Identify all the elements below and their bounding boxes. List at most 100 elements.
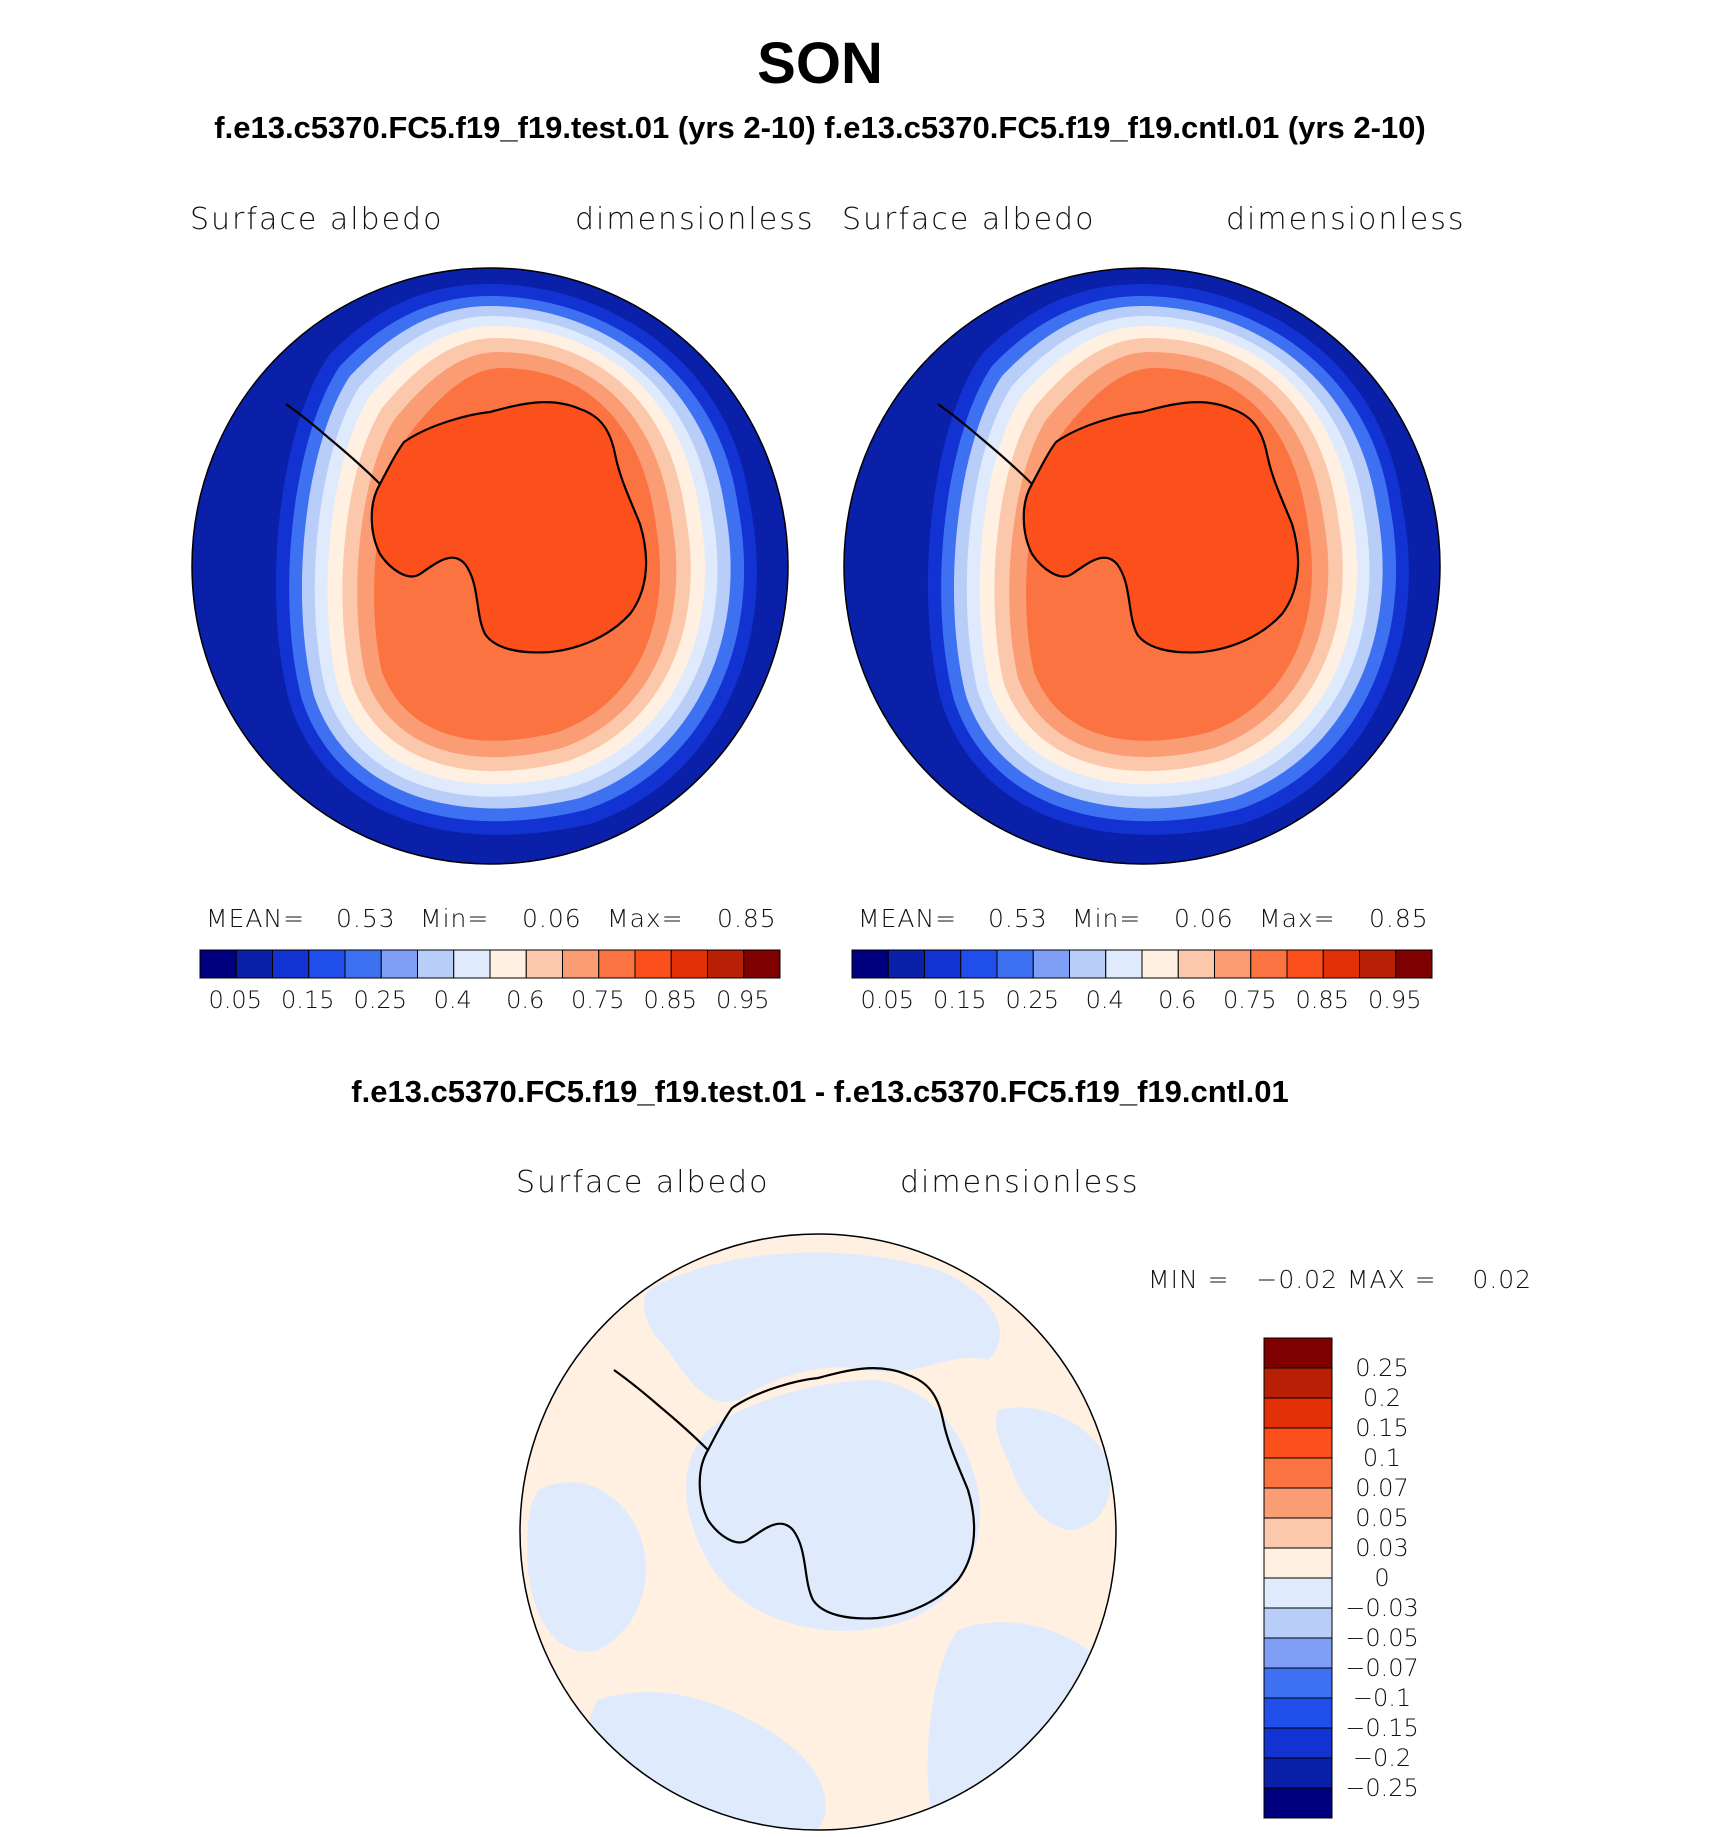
diff-colorbar-tick-label: −0.2 xyxy=(1353,1744,1411,1772)
panel1-colorbar-box-8 xyxy=(489,949,527,979)
diff-units-label: dimensionless xyxy=(900,1165,1140,1200)
diff-colorbar-box-9 xyxy=(1263,1607,1333,1639)
panel2-colorbar-box-14 xyxy=(1359,949,1397,979)
antarctica-coastline xyxy=(370,401,648,654)
panel1-map xyxy=(191,267,789,865)
panel1-colorbar-tick-label: 0.25 xyxy=(354,986,407,1014)
panel2-colorbar-box-2 xyxy=(924,949,962,979)
negative-region-north xyxy=(644,1252,1000,1402)
panel2-colorbar-box-13 xyxy=(1322,949,1360,979)
panel1-max-label: Max= xyxy=(607,904,684,933)
diff-colorbar-tick-label: 0 xyxy=(1374,1564,1389,1592)
diff-colorbar-tick-label: −0.15 xyxy=(1345,1714,1419,1742)
panel2-colorbar-tick-label: 0.95 xyxy=(1368,986,1421,1014)
panel1-colorbar-tick-label: 0.95 xyxy=(716,986,769,1014)
diff-colorbar-tick-label: 0.1 xyxy=(1363,1444,1401,1472)
panel1-colorbar-box-0 xyxy=(199,949,237,979)
panel1-colorbar-tick-label: 0.6 xyxy=(506,986,544,1014)
panel2-colorbar-box-12 xyxy=(1286,949,1324,979)
diff-colorbar-box-14 xyxy=(1263,1757,1333,1789)
diff-colorbar-box-1 xyxy=(1263,1367,1333,1399)
panel1-colorbar-box-9 xyxy=(525,949,563,979)
diff-colorbar-box-4 xyxy=(1263,1457,1333,1489)
panel1-colorbar-box-10 xyxy=(562,949,600,979)
panel1-colorbar-box-5 xyxy=(380,949,418,979)
panel2-colorbar-box-0 xyxy=(851,949,889,979)
diff-colorbar-box-10 xyxy=(1263,1637,1333,1669)
panel1-mean-value: 0.53 xyxy=(336,904,396,933)
diff-colorbar-box-5 xyxy=(1263,1487,1333,1519)
panel2-colorbar-tick-label: 0.25 xyxy=(1006,986,1059,1014)
panel2-colorbar-tick-label: 0.05 xyxy=(861,986,914,1014)
diff-colorbar-box-7 xyxy=(1263,1547,1333,1579)
panel2-max-label: Max= xyxy=(1259,904,1336,933)
panel1-colorbar-tick-label: 0.15 xyxy=(281,986,334,1014)
panel2-colorbar-box-15 xyxy=(1395,949,1433,979)
panel1-colorbar-box-6 xyxy=(417,949,455,979)
diff-min-max-stats: MIN = −0.02 MAX = 0.02 xyxy=(1148,1265,1533,1294)
panel1-colorbar-tick-label: 0.75 xyxy=(571,986,624,1014)
panel2-map xyxy=(843,267,1441,865)
panel1-colorbar-box-13 xyxy=(670,949,708,979)
diff-colorbar-box-6 xyxy=(1263,1517,1333,1549)
main-title: SON xyxy=(757,31,883,96)
negative-region-northeast xyxy=(996,1407,1111,1530)
panel2-colorbar-tick-label: 0.15 xyxy=(933,986,986,1014)
panel1-colorbar-box-2 xyxy=(272,949,310,979)
panel2-max-value: 0.85 xyxy=(1369,904,1429,933)
panel2-mean-label: MEAN= xyxy=(858,904,958,933)
panel1-colorbar-box-4 xyxy=(344,949,382,979)
diff-variable-label: Surface albedo xyxy=(516,1165,770,1200)
panel1-min-value: 0.06 xyxy=(522,904,582,933)
antarctic-peninsula xyxy=(613,1369,709,1451)
panel1-colorbar: 0.05 0.15 0.25 0.4 0.6 0.75 0.85 0.95 xyxy=(199,949,781,1014)
panel2-colorbar: 0.05 0.15 0.25 0.4 0.6 0.75 0.85 0.95 xyxy=(851,949,1433,1014)
diff-colorbar-tick-label: 0.07 xyxy=(1355,1474,1408,1502)
panel1-colorbar-box-15 xyxy=(743,949,781,979)
antarctic-peninsula xyxy=(285,403,381,485)
antarctica-fill xyxy=(1023,402,1299,653)
diff-colorbar-tick-label: 0.03 xyxy=(1355,1534,1408,1562)
panel2-colorbar-tick-label: 0.4 xyxy=(1086,986,1124,1014)
panel2-colorbar-box-4 xyxy=(996,949,1034,979)
diff-colorbar-box-8 xyxy=(1263,1577,1333,1609)
panel1-colorbar-box-11 xyxy=(598,949,636,979)
panel2-min-value: 0.06 xyxy=(1174,904,1234,933)
panel2-colorbar-box-10 xyxy=(1214,949,1252,979)
diff-colorbar-box-12 xyxy=(1263,1697,1333,1729)
diff-colorbar-tick-label: −0.03 xyxy=(1345,1594,1419,1622)
diff-colorbar-box-2 xyxy=(1263,1397,1333,1429)
subtitle: f.e13.c5370.FC5.f19_f19.test.01 (yrs 2-1… xyxy=(214,110,1426,145)
diff-colorbar-box-3 xyxy=(1263,1427,1333,1459)
panel2-colorbar-box-6 xyxy=(1069,949,1107,979)
panel2-colorbar-tick-label: 0.75 xyxy=(1223,986,1276,1014)
panel2-min-label: Min= xyxy=(1072,904,1142,933)
panel1-colorbar-tick-label: 0.85 xyxy=(644,986,697,1014)
diff-colorbar-box-13 xyxy=(1263,1727,1333,1759)
panel1-colorbar-box-12 xyxy=(634,949,672,979)
panel2-colorbar-tick-label: 0.6 xyxy=(1158,986,1196,1014)
panel1-max-value: 0.85 xyxy=(717,904,777,933)
panel1-min-label: Min= xyxy=(420,904,490,933)
diff-colorbar-tick-label: 0.05 xyxy=(1355,1504,1408,1532)
difference-colorbar: 0.250.20.150.10.070.050.030−0.03−0.05−0.… xyxy=(1263,1337,1419,1819)
panel1-colorbar-box-7 xyxy=(453,949,491,979)
difference-map xyxy=(519,1233,1117,1831)
panel2-colorbar-box-8 xyxy=(1141,949,1179,979)
panel2-mean-value: 0.53 xyxy=(988,904,1048,933)
diff-colorbar-box-0 xyxy=(1263,1337,1333,1369)
diff-colorbar-tick-label: 0.15 xyxy=(1355,1414,1408,1442)
panel2-colorbar-box-9 xyxy=(1177,949,1215,979)
diff-colorbar-box-11 xyxy=(1263,1667,1333,1699)
panel1-colorbar-tick-label: 0.05 xyxy=(209,986,262,1014)
diff-colorbar-tick-label: −0.05 xyxy=(1345,1624,1419,1652)
antarctica-coastline xyxy=(1022,401,1300,654)
diff-colorbar-tick-label: −0.25 xyxy=(1345,1774,1419,1802)
diff-colorbar-tick-label: 0.25 xyxy=(1355,1354,1408,1382)
panel2-colorbar-tick-label: 0.85 xyxy=(1296,986,1349,1014)
panel2-variable-label: Surface albedo xyxy=(842,202,1096,237)
antarctic-peninsula xyxy=(937,403,1033,485)
diff-colorbar-tick-label: −0.07 xyxy=(1345,1654,1419,1682)
panel2-colorbar-box-7 xyxy=(1105,949,1143,979)
panel2-colorbar-box-1 xyxy=(887,949,925,979)
